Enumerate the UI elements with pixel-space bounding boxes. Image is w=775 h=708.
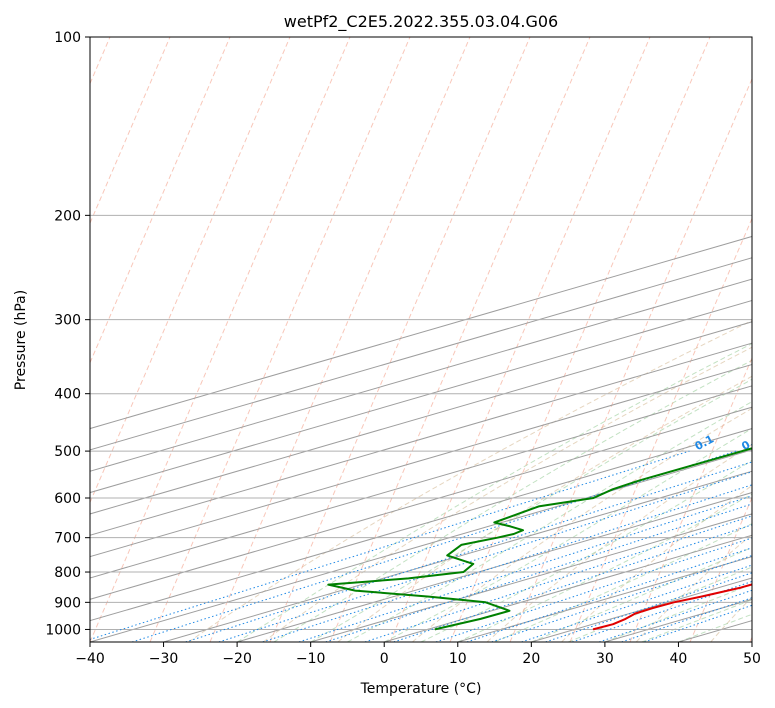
y-tick-label: 1000	[45, 622, 81, 638]
isotherm-line	[90, 321, 752, 515]
theta-line	[509, 77, 752, 642]
dewpoint-profile-line	[327, 447, 752, 631]
y-tick-label: 300	[54, 313, 81, 329]
theta-line	[569, 217, 752, 642]
isotherm-line	[90, 385, 752, 579]
isotherm-line	[90, 235, 752, 430]
isotherm-line	[90, 257, 752, 451]
mixing-ratio-line	[364, 515, 752, 642]
y-tick-label: 900	[54, 595, 81, 611]
x-tick-label: 40	[670, 651, 688, 667]
isotherm-line	[163, 470, 752, 642]
y-tick-label: 800	[54, 565, 81, 581]
theta-line	[90, 37, 351, 642]
plot-frame	[89, 36, 753, 643]
grid-layer	[90, 37, 752, 642]
mixing-ratio-line	[621, 597, 752, 642]
theta-line	[389, 37, 651, 642]
y-tick-label: 700	[54, 531, 81, 547]
theta-line	[90, 37, 231, 365]
mixing-ratio-line	[598, 589, 752, 642]
theta-line	[449, 37, 711, 642]
x-tick-label: −20	[222, 651, 252, 667]
y-tick-label: 500	[54, 444, 81, 460]
series-layer	[327, 447, 752, 631]
dry-adiabat-line	[337, 375, 752, 642]
moist-adiabat-line	[531, 546, 752, 642]
y-tick-label: 600	[54, 491, 81, 507]
dry-adiabat-line	[486, 443, 752, 642]
mixing-ratio-line	[466, 547, 752, 642]
mixing-ratio-line	[185, 461, 752, 642]
theta-line	[269, 37, 531, 642]
theta-line	[209, 37, 471, 642]
x-tick-label: 0	[380, 651, 389, 667]
theta-line	[90, 37, 171, 225]
x-tick-label: 10	[449, 651, 467, 667]
moist-adiabat-line	[604, 583, 752, 642]
mixing-ratio-line	[298, 495, 752, 642]
isotherm-line	[90, 299, 752, 494]
x-tick-label: −10	[296, 651, 326, 667]
dry-adiabat-line	[561, 484, 752, 642]
x-axis: −40 −30 −20 −10 0 10 20 30 40 50	[75, 642, 761, 667]
dry-adiabat-line	[262, 346, 752, 642]
theta-line	[329, 37, 591, 642]
y-tick-label: 400	[54, 387, 81, 403]
temperature-profile-line	[592, 583, 752, 631]
isotherm-line	[236, 492, 752, 642]
y-tick-label: 100	[54, 30, 81, 46]
mixing-ratio-line	[644, 604, 752, 642]
theta-line	[149, 37, 411, 642]
mixing-ratio-line	[218, 471, 752, 642]
isotherm-line	[90, 428, 752, 622]
moist-adiabat-line	[457, 493, 752, 642]
y-axis-label: Pressure (hPa)	[13, 290, 29, 390]
x-tick-label: −30	[149, 651, 179, 667]
isotherm-line	[310, 513, 752, 642]
x-axis-label: Temperature (°C)	[360, 681, 482, 697]
y-axis: 100 200 300 400 500 600 700 800 900 1000	[45, 30, 90, 638]
theta-line	[90, 37, 291, 504]
x-tick-label: −40	[75, 651, 105, 667]
mixing-ratio-line	[90, 450, 690, 640]
isotherm-line	[90, 278, 752, 472]
x-tick-label: 50	[743, 651, 761, 667]
y-tick-label: 200	[54, 208, 81, 224]
dry-adiabat-line	[635, 534, 752, 642]
x-tick-label: 30	[596, 651, 614, 667]
mixing-ratio-line	[262, 484, 752, 642]
isotherm-line	[384, 534, 752, 642]
moist-adiabat-line	[273, 359, 752, 642]
chart-title: wetPf2_C2E5.2022.355.03.04.G06	[284, 12, 558, 32]
x-tick-label: 20	[522, 651, 540, 667]
dry-adiabat-line	[188, 319, 752, 642]
isotherm-line	[90, 449, 752, 642]
isotherm-line	[90, 363, 752, 558]
mixing-ratio-line	[325, 503, 752, 642]
isotherm-line	[90, 406, 752, 600]
